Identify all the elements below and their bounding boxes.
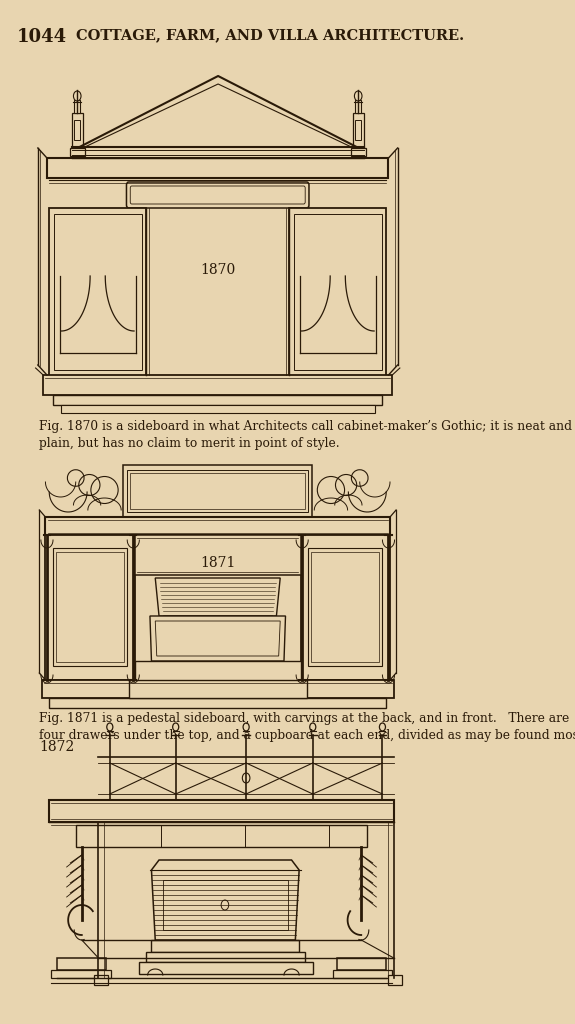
FancyBboxPatch shape bbox=[355, 120, 361, 140]
FancyBboxPatch shape bbox=[351, 148, 366, 156]
FancyBboxPatch shape bbox=[131, 473, 305, 509]
Circle shape bbox=[242, 773, 250, 783]
FancyBboxPatch shape bbox=[135, 662, 301, 681]
FancyBboxPatch shape bbox=[49, 698, 386, 708]
FancyBboxPatch shape bbox=[72, 113, 83, 148]
Text: 1044: 1044 bbox=[17, 28, 67, 46]
Text: Fig. 1871 is a pedestal sideboard, with carvings at the back, and in front.   Th: Fig. 1871 is a pedestal sideboard, with … bbox=[39, 712, 575, 742]
FancyBboxPatch shape bbox=[60, 406, 375, 413]
Circle shape bbox=[380, 723, 385, 731]
FancyBboxPatch shape bbox=[57, 958, 106, 970]
FancyBboxPatch shape bbox=[294, 214, 382, 370]
FancyBboxPatch shape bbox=[289, 208, 386, 376]
FancyBboxPatch shape bbox=[389, 975, 402, 985]
Circle shape bbox=[243, 723, 249, 731]
FancyBboxPatch shape bbox=[76, 825, 367, 847]
Text: 1872: 1872 bbox=[39, 740, 75, 754]
FancyBboxPatch shape bbox=[131, 186, 305, 204]
FancyBboxPatch shape bbox=[334, 970, 392, 978]
FancyBboxPatch shape bbox=[70, 148, 85, 156]
FancyBboxPatch shape bbox=[53, 548, 127, 666]
FancyBboxPatch shape bbox=[146, 952, 305, 962]
FancyBboxPatch shape bbox=[94, 975, 108, 985]
Polygon shape bbox=[155, 621, 280, 656]
Circle shape bbox=[310, 723, 316, 731]
FancyBboxPatch shape bbox=[353, 113, 363, 148]
FancyBboxPatch shape bbox=[151, 940, 299, 952]
FancyBboxPatch shape bbox=[163, 880, 288, 930]
FancyBboxPatch shape bbox=[129, 680, 306, 698]
Text: 1870: 1870 bbox=[201, 263, 236, 278]
FancyBboxPatch shape bbox=[56, 552, 124, 662]
FancyBboxPatch shape bbox=[52, 970, 110, 978]
FancyBboxPatch shape bbox=[41, 680, 394, 698]
Circle shape bbox=[354, 91, 362, 101]
FancyBboxPatch shape bbox=[53, 395, 382, 406]
FancyBboxPatch shape bbox=[126, 182, 309, 208]
FancyBboxPatch shape bbox=[45, 535, 135, 680]
Polygon shape bbox=[151, 860, 299, 940]
FancyBboxPatch shape bbox=[311, 552, 380, 662]
Text: COTTAGE, FARM, AND VILLA ARCHITECTURE.: COTTAGE, FARM, AND VILLA ARCHITECTURE. bbox=[76, 28, 464, 42]
Circle shape bbox=[221, 900, 229, 910]
FancyBboxPatch shape bbox=[337, 958, 386, 970]
FancyBboxPatch shape bbox=[308, 548, 382, 666]
FancyBboxPatch shape bbox=[74, 120, 80, 140]
Circle shape bbox=[172, 723, 179, 731]
FancyBboxPatch shape bbox=[45, 517, 390, 535]
FancyBboxPatch shape bbox=[47, 158, 389, 178]
FancyBboxPatch shape bbox=[54, 214, 141, 370]
FancyBboxPatch shape bbox=[124, 465, 312, 517]
FancyBboxPatch shape bbox=[139, 962, 313, 974]
FancyBboxPatch shape bbox=[135, 535, 301, 575]
FancyBboxPatch shape bbox=[49, 800, 394, 822]
FancyBboxPatch shape bbox=[74, 100, 80, 113]
FancyBboxPatch shape bbox=[355, 100, 361, 113]
Text: 1871: 1871 bbox=[201, 556, 236, 570]
Polygon shape bbox=[155, 578, 280, 616]
Circle shape bbox=[74, 91, 81, 101]
FancyBboxPatch shape bbox=[43, 375, 392, 395]
Circle shape bbox=[107, 723, 113, 731]
FancyBboxPatch shape bbox=[49, 208, 146, 376]
Polygon shape bbox=[150, 616, 286, 662]
FancyBboxPatch shape bbox=[301, 535, 390, 680]
Text: Fig. 1870 is a sideboard in what Architects call cabinet-maker’s Gothic; it is n: Fig. 1870 is a sideboard in what Archite… bbox=[39, 420, 572, 450]
FancyBboxPatch shape bbox=[127, 470, 308, 512]
